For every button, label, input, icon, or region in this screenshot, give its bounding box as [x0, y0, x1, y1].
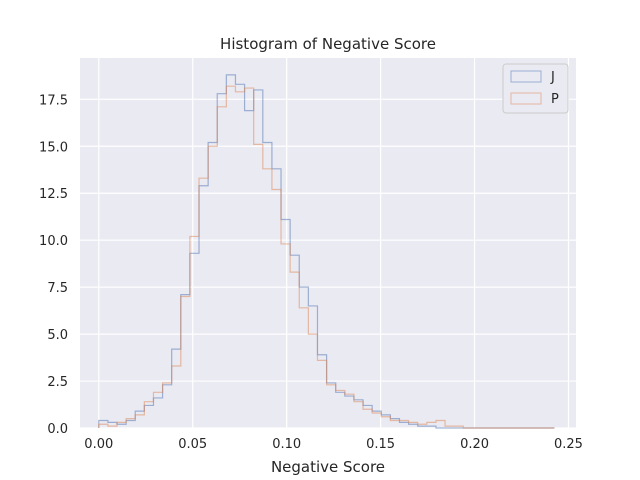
histogram-bin-p — [454, 426, 463, 428]
histogram-bin-p — [418, 424, 427, 428]
y-tick-label: 7.5 — [47, 281, 68, 296]
legend: J P — [502, 63, 569, 114]
histogram-bin-p — [390, 420, 399, 428]
legend-box — [502, 63, 569, 114]
histogram-bin-p — [290, 272, 299, 428]
histogram-bin-p — [208, 146, 217, 428]
histogram-bin-p — [409, 422, 418, 428]
x-tick-label: 0.05 — [178, 437, 207, 452]
histogram-bin-p — [126, 419, 135, 428]
histogram-bin-p — [308, 334, 317, 428]
series-p — [98, 85, 555, 429]
histogram-bin-p — [153, 392, 162, 428]
histogram-bin-p — [272, 189, 281, 428]
x-tick-label: 0.20 — [460, 437, 489, 452]
histogram-series — [98, 74, 555, 429]
histogram-bin-p — [144, 402, 153, 428]
histogram-bin-p — [445, 426, 454, 428]
x-tick-label: 0.15 — [366, 437, 395, 452]
x-axis-label: Negative Score — [271, 458, 385, 476]
legend-label-p: P — [551, 92, 559, 107]
y-tick-label: 10.0 — [39, 234, 68, 249]
histogram-bin-p — [117, 422, 126, 428]
y-tick-label: 15.0 — [39, 140, 68, 155]
histogram-bin-p — [354, 402, 363, 428]
histogram-bin-p — [436, 420, 445, 428]
x-tick-label: 0.00 — [84, 437, 113, 452]
y-tick-label: 5.0 — [47, 328, 68, 343]
y-tick-label: 17.5 — [39, 93, 68, 108]
histogram-bin-p — [226, 86, 235, 428]
grid — [80, 58, 576, 429]
histogram-bin-p — [190, 236, 199, 428]
histogram-bin-p — [345, 394, 354, 428]
x-tick-label: 0.25 — [554, 437, 583, 452]
legend-label-j: J — [550, 70, 555, 85]
histogram-bin-p — [172, 366, 181, 428]
histogram-bin-p — [281, 244, 290, 428]
histogram-bin-p — [299, 308, 308, 428]
plot-area — [80, 58, 576, 428]
legend-swatch-j — [510, 70, 542, 83]
histogram-bin-p — [181, 297, 190, 428]
histogram-bin-p — [163, 383, 172, 428]
tick-labels: 0.00 0.05 0.10 0.15 0.20 0.25 0.0 2.5 5.0 7.5 10.0… — [39, 93, 583, 452]
x-tick-label: 0.10 — [272, 437, 301, 452]
histogram-bin-p — [427, 422, 436, 428]
histogram-bin-p — [336, 390, 345, 428]
histogram-bin-p — [399, 420, 408, 428]
y-tick-label: 12.5 — [39, 187, 68, 202]
histogram-bin-p — [263, 169, 272, 428]
y-tick-label: 2.5 — [47, 375, 68, 390]
histogram-bin-p — [108, 426, 117, 428]
histogram-bin-p — [217, 107, 226, 428]
histogram-bin-p — [327, 385, 336, 428]
legend-swatch-p — [510, 92, 542, 105]
histogram-bin-p — [199, 178, 208, 428]
histogram-bin-p — [235, 92, 244, 428]
histogram-bin-p — [381, 417, 390, 428]
histogram-bin-p — [363, 409, 372, 428]
histogram-bin-p — [135, 415, 144, 428]
histogram-bin-p — [245, 88, 254, 428]
histogram-bin-p — [372, 413, 381, 428]
histogram-bin-p — [99, 424, 108, 428]
y-tick-label: 0.0 — [47, 422, 68, 437]
chart-title: Histogram of Negative Score — [220, 35, 436, 53]
histogram-bin-p — [254, 144, 263, 428]
series-outline-p — [98, 85, 555, 429]
histogram-bin-p — [317, 360, 326, 428]
